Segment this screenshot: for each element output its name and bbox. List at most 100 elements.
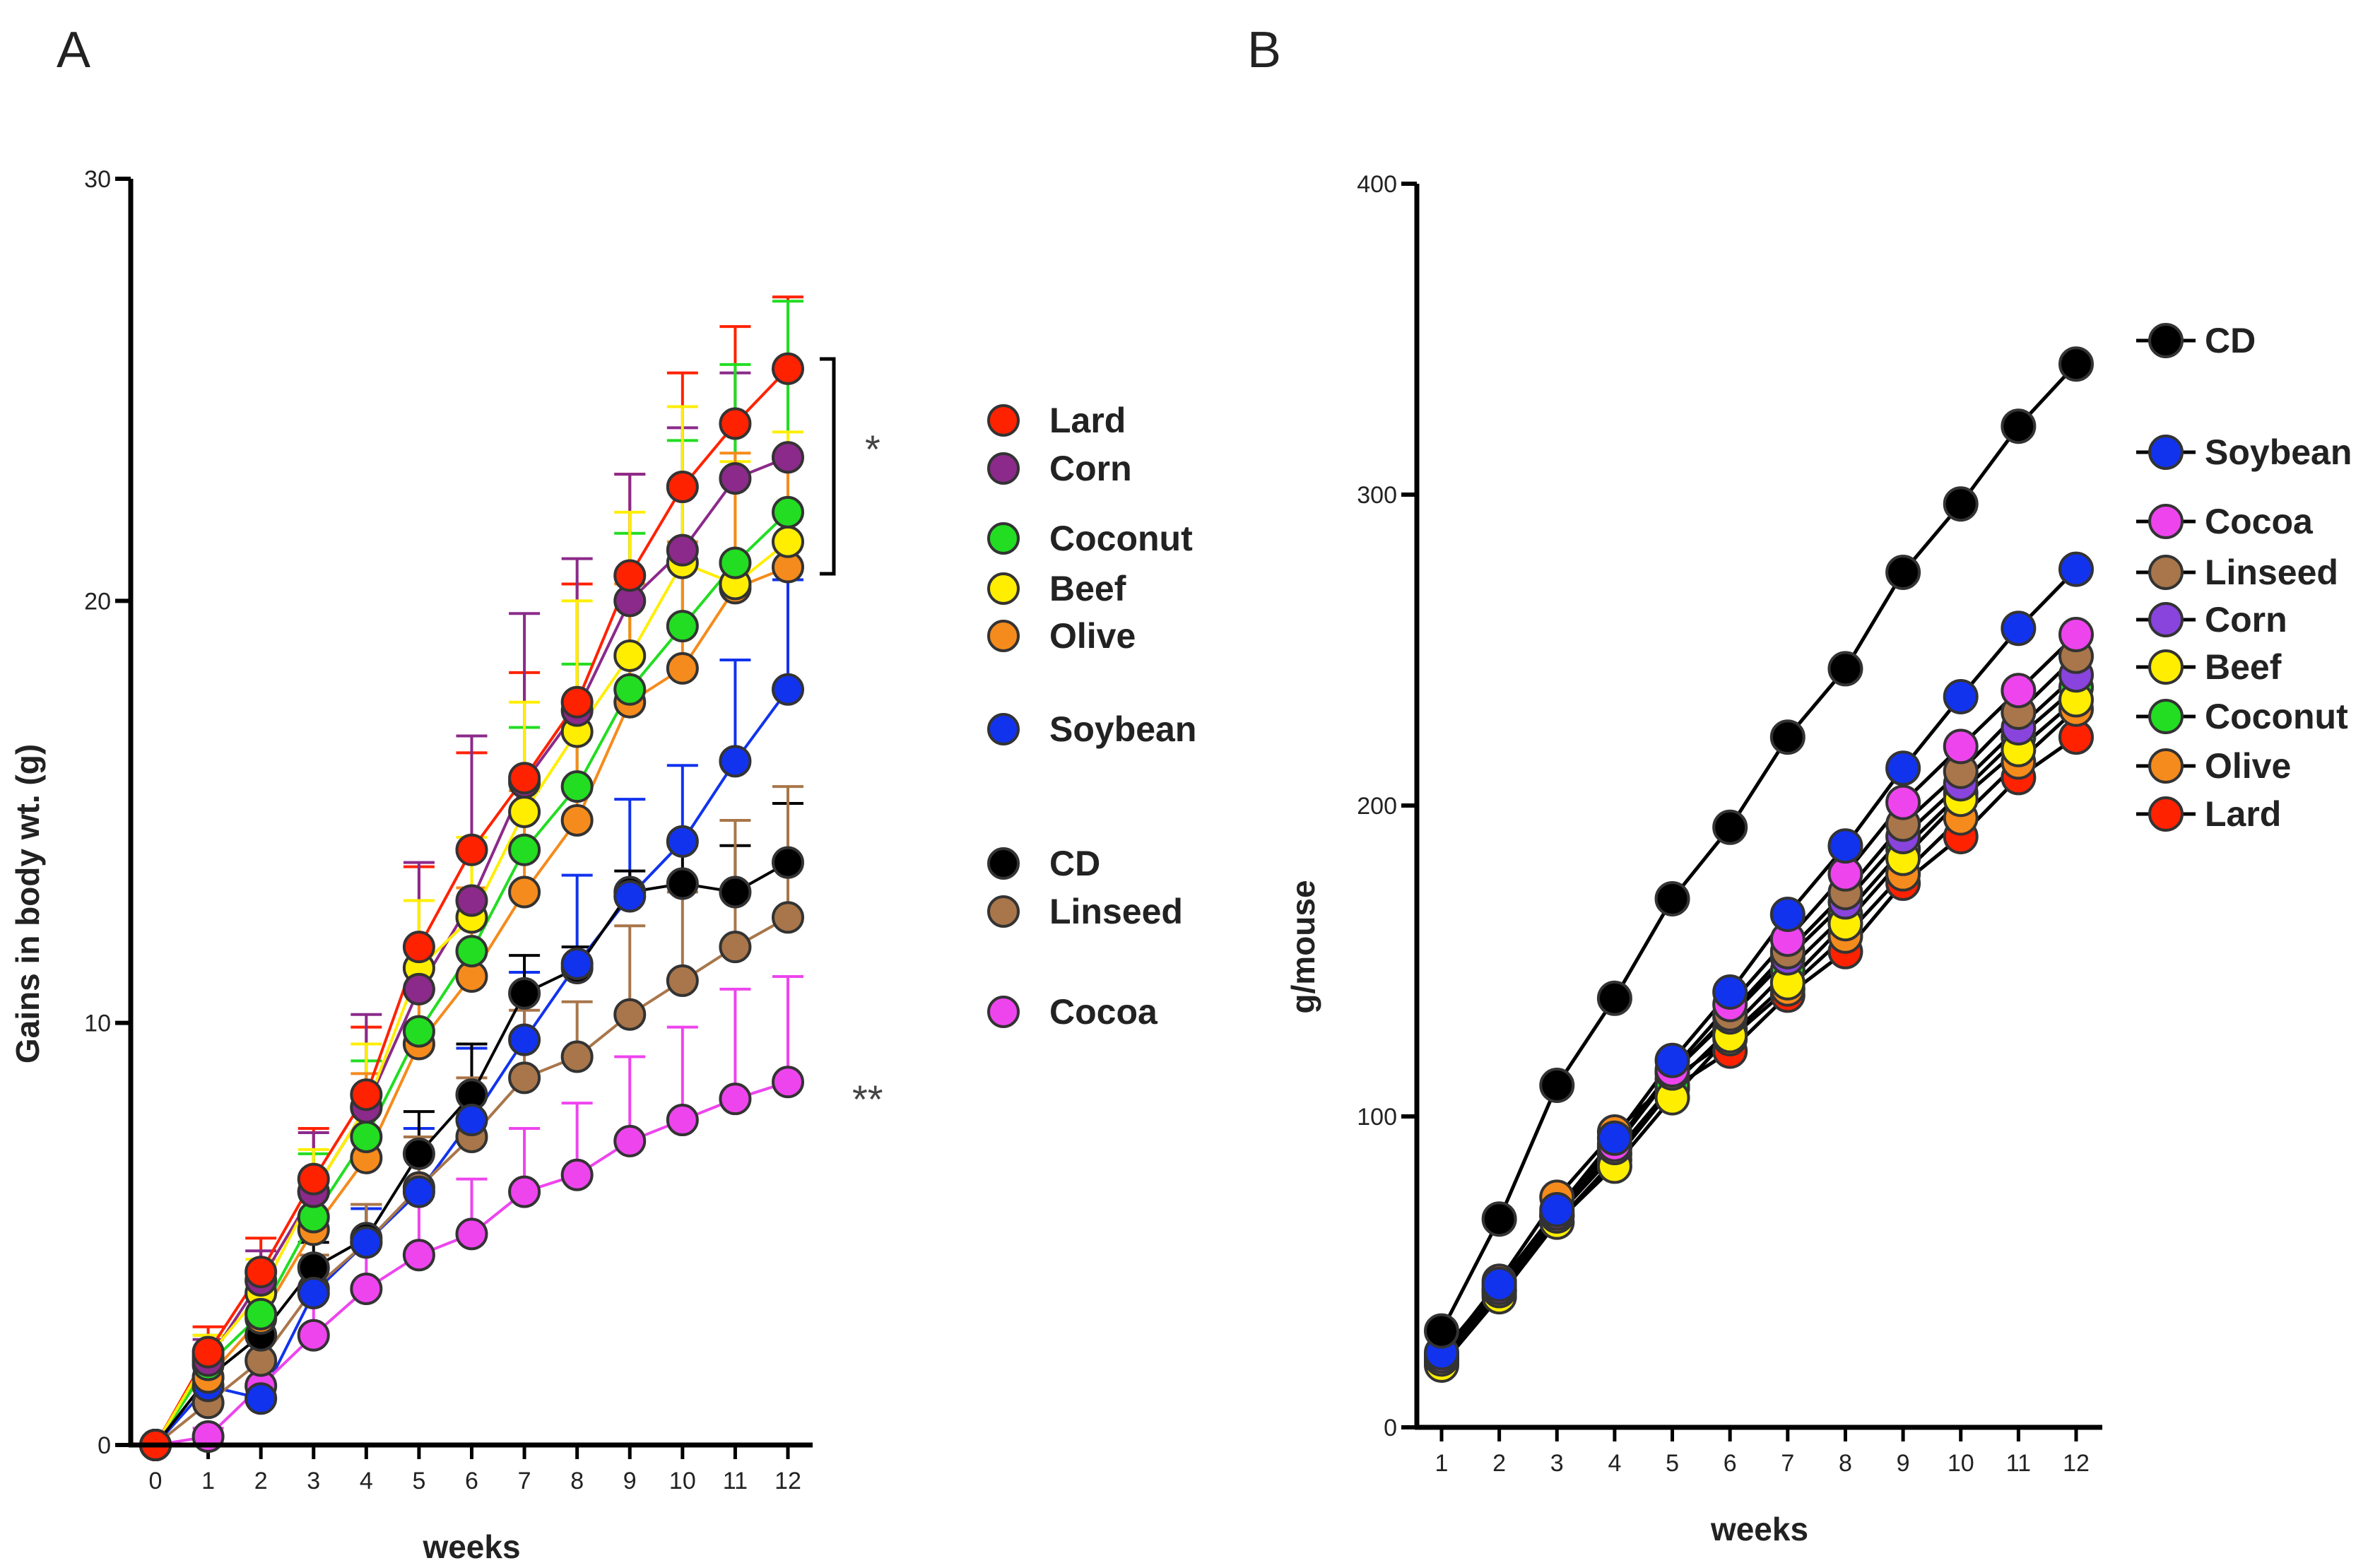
y-tick-label: 10 [84, 1010, 111, 1037]
legend-label-linseed: Linseed [2205, 553, 2338, 592]
x-tick-label: 8 [1839, 1450, 1852, 1477]
legend-marker-olive [987, 620, 1020, 652]
point-cocoa [455, 1217, 488, 1251]
point-cd [2001, 408, 2037, 444]
point-cd [402, 1137, 435, 1170]
legend-marker-corn [2148, 602, 2184, 637]
point-lard [613, 559, 647, 592]
point-soybean [1943, 679, 1979, 714]
legend-label-lard: Lard [1049, 401, 1126, 440]
panel-b-points [1424, 346, 2094, 1383]
x-tick-label: 12 [2063, 1450, 2090, 1477]
point-coconut [613, 673, 647, 706]
legend-label-olive: Olive [2205, 746, 2291, 786]
point-soybean [1827, 828, 1863, 864]
point-cd [1654, 881, 1690, 916]
legend-label-coconut: Coconut [2205, 697, 2348, 736]
point-soybean [455, 1104, 488, 1137]
series-line-soybean [1440, 567, 2078, 1355]
legend-label-corn: Corn [1049, 449, 1132, 488]
point-soybean [2058, 551, 2094, 587]
point-cd [1424, 1313, 1459, 1349]
legend-marker-coconut [987, 522, 1020, 555]
point-lard [508, 762, 541, 795]
point-lard [719, 407, 752, 440]
point-soybean [402, 1175, 435, 1208]
point-corn [719, 462, 752, 495]
x-tick-label: 3 [307, 1468, 320, 1494]
legend-label-soybean: Soybean [1049, 709, 1196, 749]
point-linseed [666, 964, 699, 997]
point-soybean [1885, 750, 1921, 786]
point-cd [1596, 980, 1632, 1016]
legend-marker-linseed [987, 895, 1020, 928]
y-tick-label: 300 [1357, 482, 1397, 509]
legend-label-beef: Beef [1049, 569, 1126, 608]
legend-marker-lard [987, 404, 1020, 437]
significance-star-double: ** [852, 1077, 883, 1121]
x-tick-label: 6 [1724, 1450, 1737, 1477]
x-tick-label: 9 [623, 1468, 637, 1494]
point-soybean [1712, 974, 1748, 1010]
point-cd [772, 846, 804, 879]
point-soybean [1596, 1120, 1632, 1156]
point-soybean [1539, 1192, 1575, 1227]
point-cocoa [772, 1066, 804, 1099]
point-coconut [245, 1297, 278, 1331]
legend-label-beef: Beef [2205, 647, 2282, 687]
point-soybean [1654, 1042, 1690, 1078]
legend-label-lard: Lard [2205, 794, 2281, 834]
panel-a-legend: Lard Corn Coconut Beef Olive Soybean CD Linseed… [987, 401, 1196, 1032]
point-cocoa [402, 1239, 435, 1272]
point-cd [1712, 809, 1748, 845]
legend-label-olive: Olive [1049, 616, 1136, 656]
point-cocoa [666, 1104, 699, 1137]
panel-a-letter: A [57, 22, 90, 78]
point-beef [613, 639, 647, 672]
point-lard [455, 833, 488, 866]
legend-label-linseed: Linseed [1049, 892, 1183, 931]
legend-label-cocoa: Cocoa [1049, 992, 1158, 1032]
point-linseed [508, 1061, 541, 1095]
x-tick-label: 5 [412, 1468, 425, 1494]
point-corn [666, 533, 699, 567]
point-cocoa [2001, 673, 2037, 709]
point-lard [772, 352, 804, 385]
point-soybean [613, 880, 647, 913]
legend-marker-soybean [987, 713, 1020, 745]
x-tick-label: 11 [2006, 1450, 2031, 1477]
point-soybean [772, 673, 804, 706]
panel-b-y-label: g/mouse [1285, 880, 1321, 1013]
x-tick-label: 1 [1435, 1450, 1449, 1477]
x-tick-label: 1 [201, 1468, 215, 1494]
point-cocoa [297, 1319, 330, 1352]
point-cocoa [350, 1272, 383, 1305]
point-coconut [772, 495, 804, 529]
legend-marker-linseed [2148, 555, 2184, 590]
x-tick-label: 7 [1781, 1450, 1794, 1477]
legend-marker-corn [987, 452, 1020, 485]
legend-label-cd: CD [2205, 321, 2256, 360]
point-soybean [350, 1226, 383, 1259]
point-soybean [508, 1023, 541, 1056]
legend-label-cd: CD [1049, 844, 1100, 883]
point-coconut [455, 935, 488, 968]
point-soybean [1481, 1266, 1517, 1302]
point-cd [1827, 651, 1863, 687]
panel-a-y-label: Gains in body wt. (g) [9, 744, 46, 1063]
series-line-olive [1440, 707, 2078, 1357]
x-tick-label: 10 [669, 1468, 696, 1494]
panel-a-x-label: weeks [422, 1528, 520, 1563]
legend-marker-lard [2148, 796, 2184, 832]
x-tick-label: 10 [1948, 1450, 1974, 1477]
point-olive [560, 803, 594, 837]
point-beef [772, 525, 804, 558]
x-tick-label: 4 [360, 1468, 373, 1494]
point-cd [2058, 346, 2094, 382]
point-coconut [402, 1015, 435, 1048]
legend-marker-cocoa [987, 996, 1020, 1028]
point-corn [455, 884, 488, 917]
